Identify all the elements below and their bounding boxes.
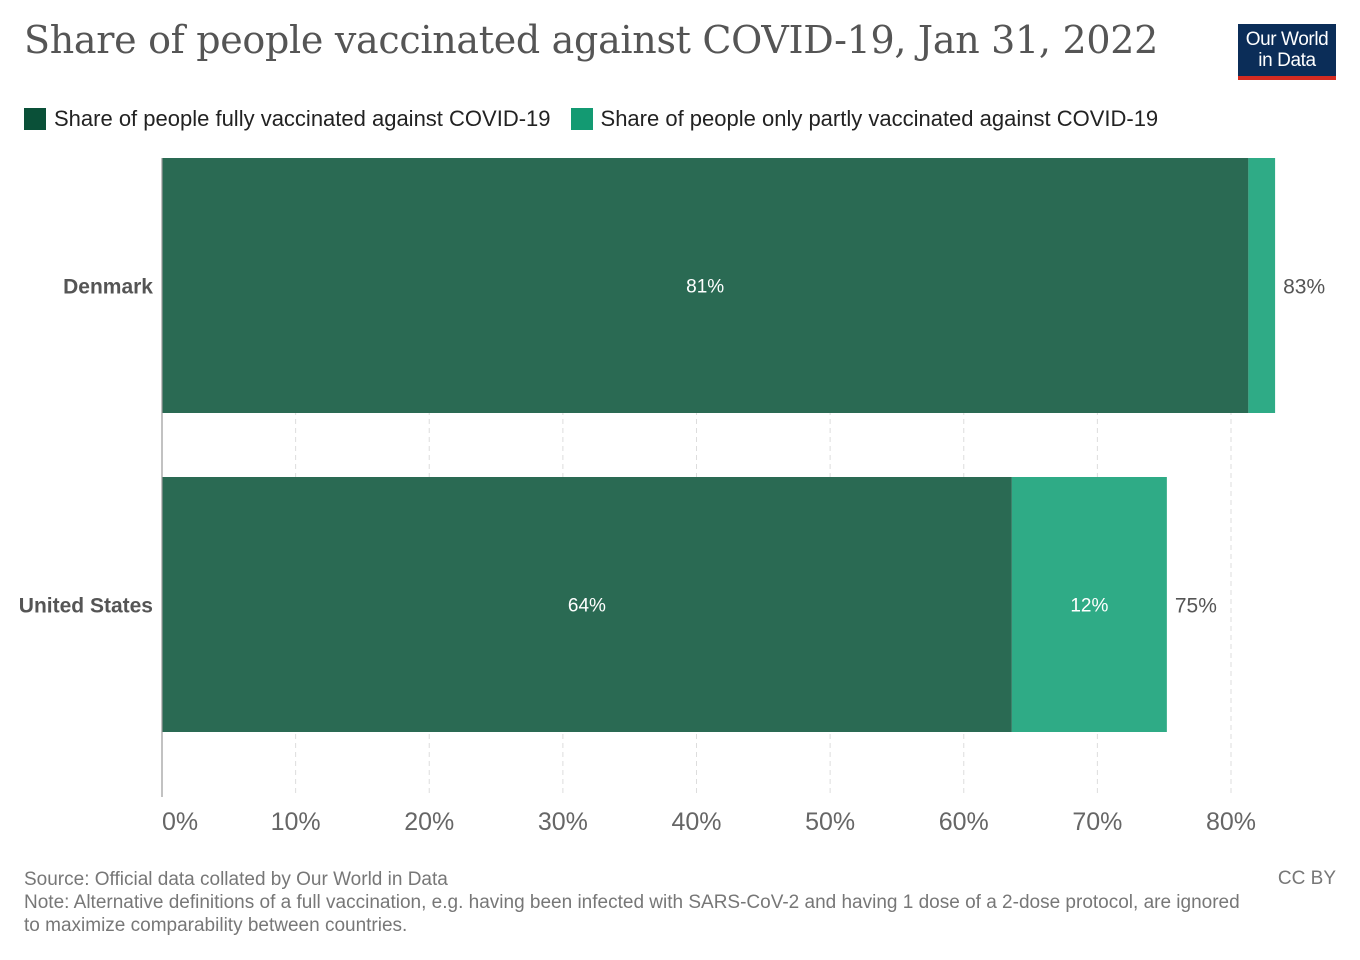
legend-swatch-partly bbox=[570, 108, 593, 130]
category-label: United States bbox=[19, 595, 153, 618]
bar-total-label: 75% bbox=[1175, 595, 1217, 618]
bar-chart: 0% 10% 20% 30% 40% 50% 60% 70% 80% Denmark 81% 83% U… bbox=[19, 158, 1325, 836]
x-tick-label: 40% bbox=[671, 808, 721, 836]
category-label: Denmark bbox=[63, 276, 153, 299]
legend-label-partly: Share of people only partly vaccinated a… bbox=[600, 106, 1159, 131]
bar-fully-vaccinated bbox=[162, 158, 1249, 413]
x-tick-label: 10% bbox=[271, 808, 321, 836]
source-text: Source: Official data collated by Our Wo… bbox=[24, 869, 448, 890]
bar-fully-vaccinated bbox=[162, 477, 1012, 732]
x-tick-label: 20% bbox=[404, 808, 454, 836]
x-tick-label: 70% bbox=[1072, 808, 1122, 836]
owid-logo[interactable]: Our World in Data bbox=[1238, 24, 1336, 80]
legend: Share of people fully vaccinated against… bbox=[24, 104, 1178, 134]
bar-partly-vaccinated bbox=[1011, 477, 1167, 732]
legend-label-fully: Share of people fully vaccinated against… bbox=[54, 106, 551, 131]
logo-line-2: in Data bbox=[1258, 50, 1316, 71]
note-text: Note: Alternative definitions of a full … bbox=[24, 892, 1240, 936]
bar-data-label: 64% bbox=[568, 596, 606, 617]
bar-total-label: 83% bbox=[1283, 276, 1325, 299]
x-tick-label: 50% bbox=[805, 808, 855, 836]
x-tick-label: 30% bbox=[538, 808, 588, 836]
legend-swatch-fully bbox=[24, 108, 46, 130]
footer: Source: Official data collated by Our Wo… bbox=[24, 868, 1336, 937]
x-tick-label: 80% bbox=[1206, 808, 1256, 836]
bar-partly-vaccinated bbox=[1248, 158, 1276, 413]
legend-item-partly[interactable]: Share of people only partly vaccinated a… bbox=[570, 106, 1159, 132]
logo-line-1: Our World bbox=[1245, 29, 1329, 50]
bar-data-label: 81% bbox=[686, 277, 724, 298]
chart-title: Share of people vaccinated against COVID… bbox=[24, 18, 1158, 62]
x-tick-label: 0% bbox=[162, 808, 198, 836]
license-link[interactable]: CC BY bbox=[1277, 868, 1336, 889]
x-tick-label: 60% bbox=[939, 808, 989, 836]
legend-item-fully[interactable]: Share of people fully vaccinated against… bbox=[24, 106, 551, 132]
bar-data-label: 12% bbox=[1070, 596, 1108, 617]
